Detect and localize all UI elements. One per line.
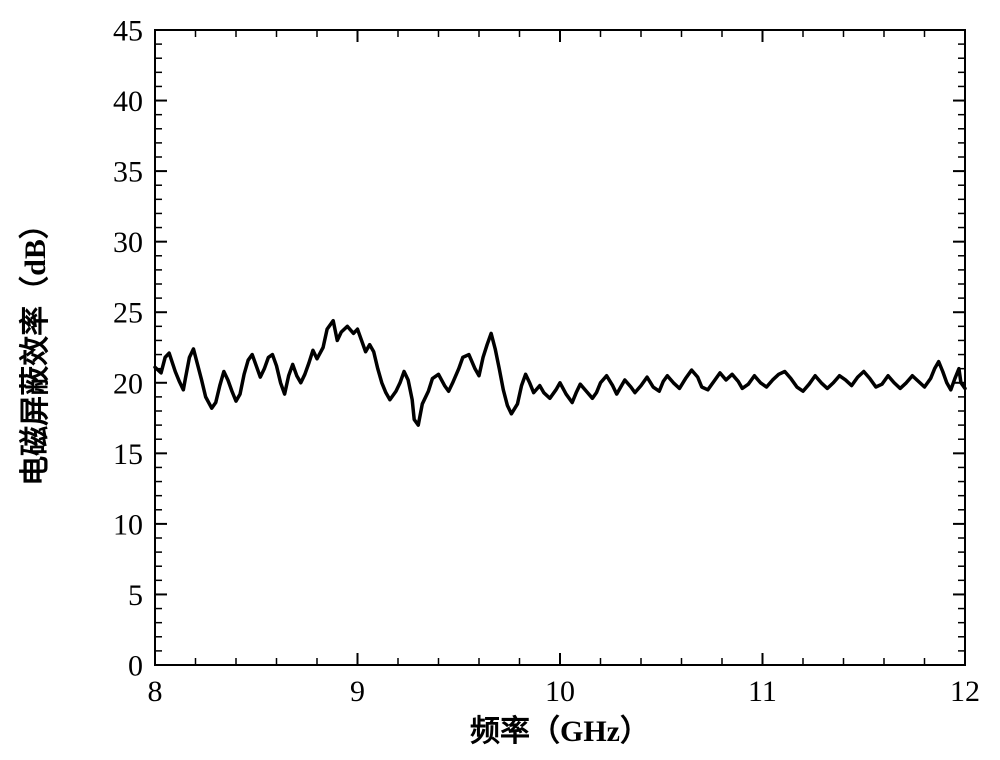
y-tick-label: 0 [128, 650, 143, 683]
y-tick-label: 25 [113, 297, 143, 330]
y-tick-label: 10 [113, 508, 143, 541]
y-tick-label: 45 [113, 15, 143, 48]
x-tick-label: 9 [350, 675, 365, 708]
y-tick-label: 40 [113, 85, 143, 118]
y-tick-label: 35 [113, 156, 143, 189]
y-tick-label: 20 [113, 367, 143, 400]
chart-container: 8 9 10 11 12 0 5 10 15 20 25 30 35 40 45 频率（GHz） 电磁屏蔽效率（… [0, 0, 1000, 760]
x-tick-label: 10 [545, 675, 575, 708]
x-tick-label: 12 [950, 675, 980, 708]
y-axis-title: 电磁屏蔽效率（dB） [18, 209, 52, 486]
line-chart: 8 9 10 11 12 0 5 10 15 20 25 30 35 40 45 频率（GHz） 电磁屏蔽效率（… [0, 0, 1000, 760]
x-tick-label: 11 [748, 675, 777, 708]
y-tick-label: 15 [113, 438, 143, 471]
x-tick-label: 8 [148, 675, 163, 708]
y-tick-label: 30 [113, 226, 143, 259]
x-axis-title: 频率（GHz） [470, 714, 650, 748]
y-tick-label: 5 [128, 579, 143, 612]
